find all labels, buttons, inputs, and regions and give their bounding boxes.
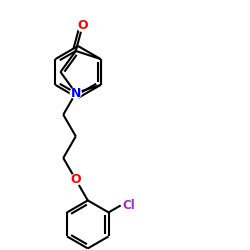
Text: N: N — [70, 86, 81, 100]
Circle shape — [70, 88, 81, 99]
Text: Cl: Cl — [123, 199, 136, 212]
Text: O: O — [77, 19, 88, 32]
Circle shape — [70, 174, 81, 185]
Text: O: O — [70, 173, 81, 186]
Circle shape — [77, 20, 88, 31]
